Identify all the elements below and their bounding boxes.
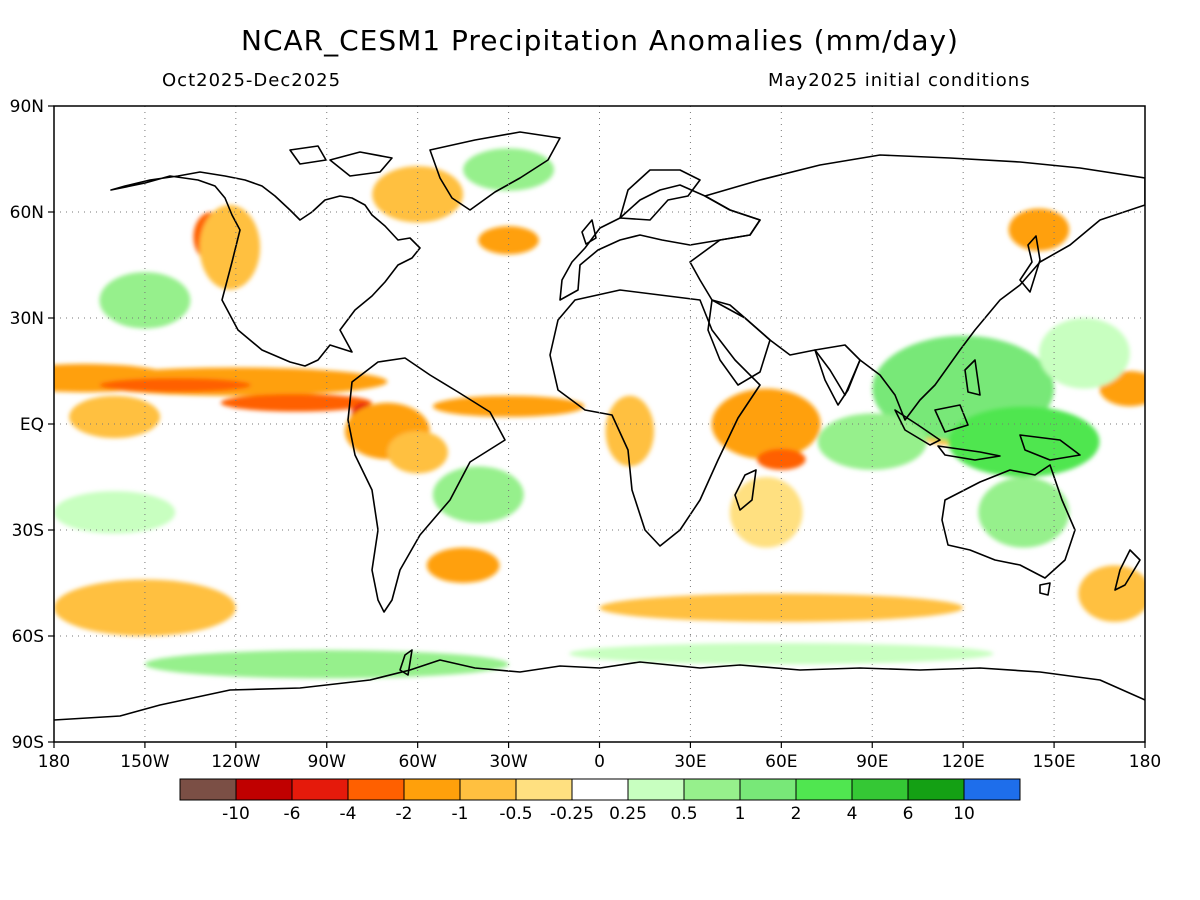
anomaly-region: [605, 395, 655, 467]
colorbar-label: 10: [953, 804, 975, 824]
colorbar-label: 6: [903, 804, 914, 824]
map-title: NCAR_CESM1 Precipitation Anomalies (mm/d…: [241, 24, 959, 57]
anomaly-region: [478, 226, 539, 255]
colorbar-swatch: [235, 778, 293, 801]
colorbar-label: 0.25: [609, 804, 647, 824]
anomaly-region: [599, 593, 964, 622]
colorbar-label: -4: [340, 804, 357, 824]
lat-tick-label: 90N: [10, 97, 44, 117]
lat-tick-label: 60S: [12, 627, 44, 647]
lon-tick-label: 60E: [765, 752, 797, 772]
lon-tick-label: 90E: [856, 752, 888, 772]
anomaly-region: [569, 643, 994, 665]
anomaly-region: [387, 431, 448, 474]
anomaly-region: [220, 393, 373, 412]
colorbar-label: -2: [396, 804, 413, 824]
colorbar-swatch: [963, 778, 1021, 801]
anomaly-region: [54, 491, 176, 534]
anomaly-shading: [54, 148, 1145, 679]
colorbar-swatch: [403, 778, 461, 801]
lon-tick-label: 180: [38, 752, 70, 772]
lon-tick-label: 150E: [1032, 752, 1075, 772]
lon-tick-label: 150W: [120, 752, 169, 772]
lat-tick-label: 60N: [10, 203, 44, 223]
initial-conditions: May2025 initial conditions: [768, 70, 1031, 91]
anomaly-region: [1008, 208, 1070, 251]
anomaly-region: [199, 204, 261, 290]
anomaly-region: [463, 148, 555, 191]
anomaly-region: [1038, 318, 1130, 389]
colorbar-swatch: [347, 778, 405, 801]
anomaly-region: [99, 378, 251, 393]
anomaly-region: [99, 272, 191, 329]
colorbar-swatch: [291, 778, 349, 801]
lon-tick-label: 90W: [308, 752, 347, 772]
colorbar-label: 0.5: [670, 804, 697, 824]
colorbar-label: -0.5: [499, 804, 532, 824]
anomaly-region: [729, 476, 803, 548]
colorbar-swatch: [739, 778, 797, 801]
colorbar-label: 2: [791, 804, 802, 824]
lat-tick-label: 30N: [10, 309, 44, 329]
lon-tick-label: 30E: [674, 752, 706, 772]
colorbar-label: -10: [222, 804, 250, 824]
anomaly-region: [978, 476, 1070, 548]
colorbar-swatch: [907, 778, 965, 801]
colorbar-swatch: [515, 778, 573, 801]
anomaly-region: [69, 395, 161, 439]
coastlines: [54, 131, 1145, 721]
lon-tick-label: 30W: [489, 752, 528, 772]
anomaly-region: [426, 547, 500, 583]
colorbar-label: -0.25: [550, 804, 594, 824]
anomaly-region: [948, 406, 1100, 477]
anomaly-region: [817, 413, 927, 470]
lon-tick-label: 180: [1129, 752, 1161, 772]
colorbar-swatch: [179, 778, 237, 801]
colorbar-label: 4: [847, 804, 858, 824]
colorbar-label: -6: [284, 804, 301, 824]
map-grid: [54, 106, 1145, 742]
lat-tick-label: EQ: [20, 415, 44, 435]
lat-tick-label: 90S: [12, 733, 44, 753]
anomaly-region: [1078, 565, 1145, 622]
colorbar-swatch: [795, 778, 853, 801]
anomaly-region: [711, 388, 821, 460]
lon-tick-label: 120E: [942, 752, 985, 772]
lon-tick-label: 120W: [211, 752, 260, 772]
colorbar-label: -1: [452, 804, 469, 824]
colorbar-label: 1: [735, 804, 746, 824]
colorbar-swatch: [571, 778, 629, 801]
anomaly-region: [432, 466, 524, 523]
colorbar-swatch: [683, 778, 741, 801]
colorbar-swatch: [627, 778, 685, 801]
lon-tick-label: 60W: [398, 752, 437, 772]
anomaly-region: [54, 579, 236, 636]
lat-tick-label: 30S: [12, 521, 44, 541]
lon-tick-label: 0: [594, 752, 605, 772]
colorbar-swatch: [459, 778, 517, 801]
anomaly-region: [757, 448, 806, 470]
forecast-period: Oct2025-Dec2025: [162, 70, 342, 91]
colorbar-swatch: [851, 778, 909, 801]
colorbar: -10 -6 -4 -2 -1 -0.5 -0.25 0.25 0.5 1 2 4 6 10: [179, 778, 1021, 824]
